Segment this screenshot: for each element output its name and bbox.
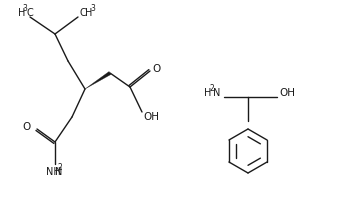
Text: OH: OH — [143, 111, 159, 121]
Text: OH: OH — [279, 88, 295, 98]
Text: 2: 2 — [210, 84, 214, 93]
Polygon shape — [85, 72, 111, 90]
Text: O: O — [152, 64, 160, 74]
Text: H: H — [85, 8, 92, 18]
Text: C: C — [26, 8, 33, 18]
Text: H: H — [204, 88, 211, 98]
Text: N: N — [213, 88, 220, 98]
Text: O: O — [23, 121, 31, 131]
Text: N: N — [55, 166, 62, 176]
Text: NH: NH — [46, 166, 61, 176]
Text: 3: 3 — [91, 4, 95, 13]
Text: C: C — [79, 8, 86, 18]
Text: H: H — [18, 8, 25, 18]
Text: 3: 3 — [22, 4, 27, 13]
Text: 2: 2 — [57, 162, 62, 171]
